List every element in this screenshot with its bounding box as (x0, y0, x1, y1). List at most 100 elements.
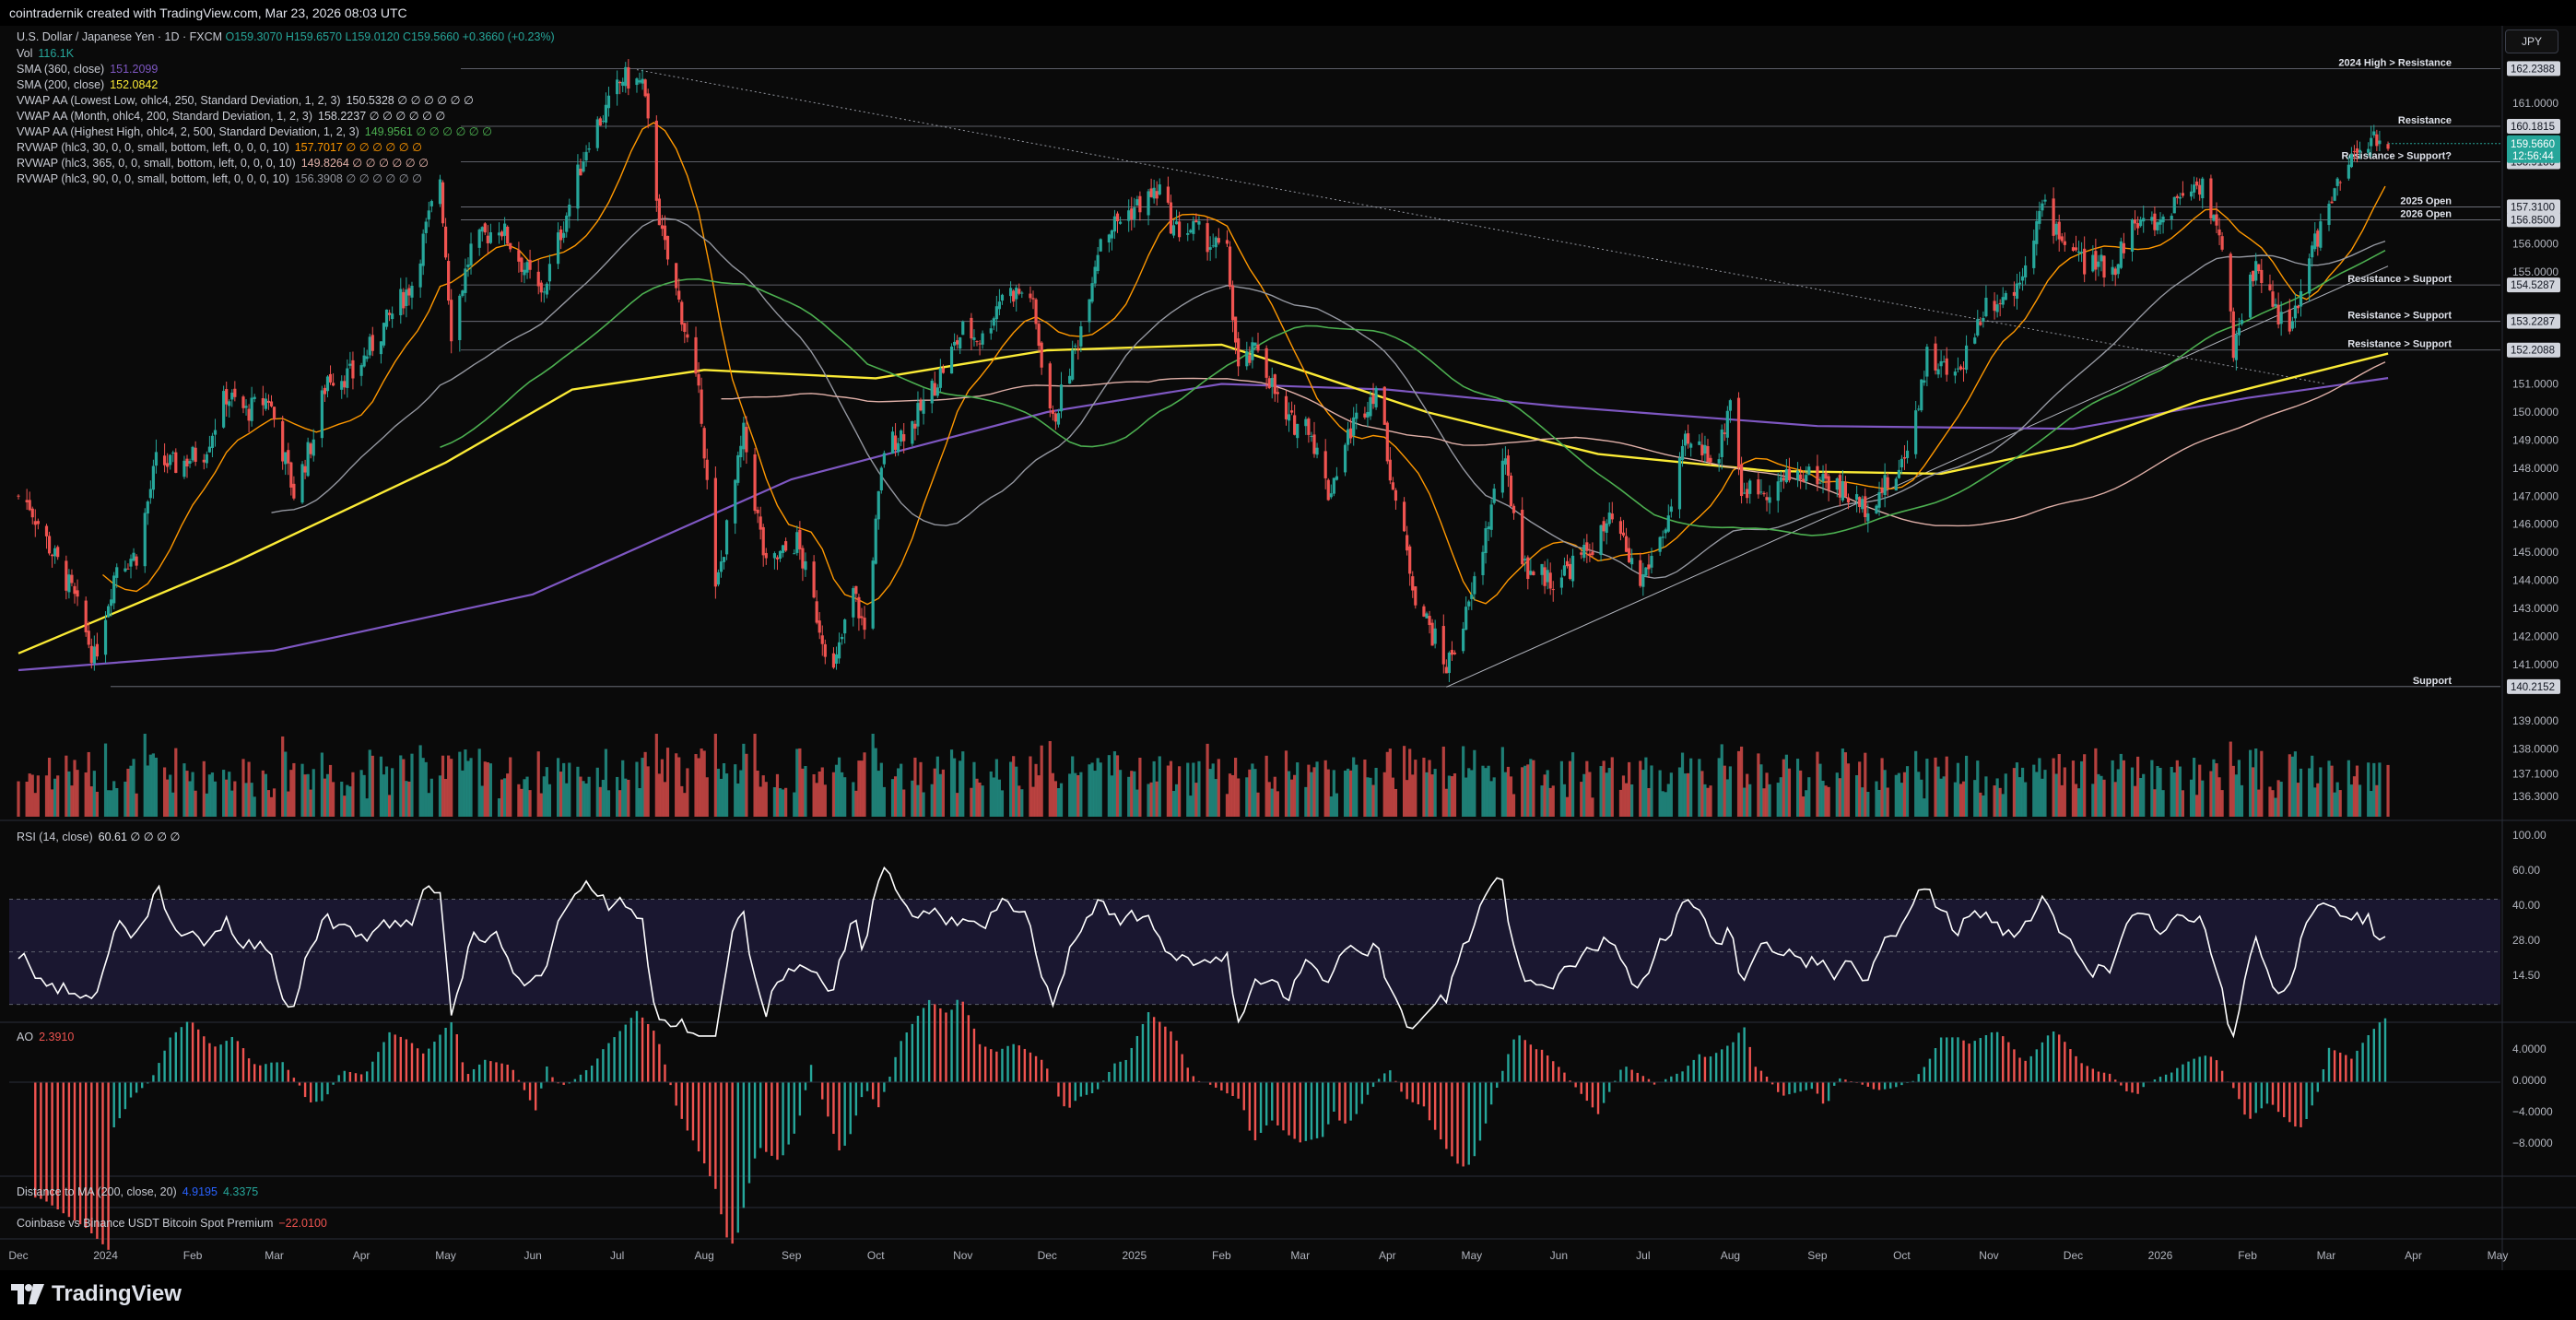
legend-indicator-row[interactable]: SMA (200, close) 152.0842 (17, 77, 158, 93)
legend-indicator-row[interactable]: SMA (360, close) 151.2099 (17, 62, 158, 77)
premium-legend[interactable]: Coinbase vs Binance USDT Bitcoin Spot Pr… (17, 1217, 327, 1230)
candle (2274, 303, 2277, 307)
volume-bar (410, 753, 414, 817)
ao-bar (1130, 1047, 1133, 1082)
volume-bar (724, 773, 729, 817)
ao-bar (416, 1048, 419, 1082)
ao-bar (1900, 1082, 1903, 1086)
chart-canvas[interactable]: 2024 High > ResistanceResistanceResistan… (0, 26, 2576, 1270)
volume-bar (1599, 766, 1603, 817)
candle (2032, 240, 2036, 268)
volume-bar (713, 734, 717, 817)
candle (627, 67, 630, 89)
candle (1433, 628, 1437, 644)
ao-bar (1108, 1071, 1111, 1082)
candle (1090, 283, 1094, 302)
volume-bar (1624, 783, 1629, 817)
ao-bar (596, 1058, 599, 1082)
ao-bar (439, 1034, 441, 1082)
candle (1746, 489, 1749, 499)
candle (1422, 606, 1426, 617)
ao-bar (2013, 1049, 2016, 1082)
legend-indicator-row[interactable]: Vol 116.1K (17, 46, 74, 62)
ao-bar (995, 1051, 998, 1082)
volume-bar (1433, 769, 1437, 817)
ao-bar (90, 1082, 93, 1234)
legend-indicator-row[interactable]: RVWAP (hlc3, 90, 0, 0, small, bottom, le… (17, 171, 422, 187)
candle (1428, 616, 1431, 626)
currency-button[interactable]: JPY (2505, 29, 2558, 53)
volume-bar (2063, 767, 2066, 817)
candle (719, 561, 723, 572)
volume-bar (559, 772, 563, 817)
ao-bar (1046, 1068, 1049, 1082)
legend-indicator-row[interactable]: RVWAP (hlc3, 365, 0, 0, small, bottom, l… (17, 156, 429, 171)
candle (994, 306, 998, 320)
volume-bar (464, 749, 467, 817)
candle (405, 289, 408, 306)
volume-bar (76, 770, 79, 817)
time-tick-label: Jul (610, 1249, 624, 1262)
candle (1500, 460, 1504, 493)
legend-indicator-row[interactable]: VWAP AA (Highest High, ohlc4, 2, 500, St… (17, 124, 492, 140)
volume-bar (1861, 787, 1864, 817)
volume-bar (1234, 758, 1238, 817)
ao-bar (1957, 1037, 1959, 1082)
candle (1523, 559, 1527, 561)
ao-tick-label: 4.0000 (2512, 1043, 2547, 1055)
ao-bar (348, 1071, 352, 1082)
ao-bar (2046, 1035, 2050, 1082)
candle (1037, 324, 1041, 347)
legend-indicator-row[interactable]: RVWAP (hlc3, 30, 0, 0, small, bottom, le… (17, 140, 422, 156)
candle (919, 400, 923, 411)
candle (1723, 432, 1726, 434)
candle (1799, 474, 1803, 479)
candle (2071, 247, 2076, 252)
volume-bar (2372, 762, 2376, 817)
candle (897, 442, 900, 453)
volume-bar (2178, 766, 2182, 817)
level-price-text: 153.2287 (2511, 317, 2555, 328)
ao-bar (1917, 1074, 1920, 1082)
ao-bar (939, 1008, 942, 1082)
volume-bar (2254, 748, 2258, 817)
legend-symbol-row[interactable]: U.S. Dollar / Japanese Yen · 1D · FXCM O… (17, 29, 555, 45)
candle (1717, 459, 1721, 464)
volume-bar (1406, 780, 1409, 817)
legend-indicator-row[interactable]: VWAP AA (Month, ohlc4, 200, Standard Dev… (17, 109, 445, 124)
volume-bar (1824, 785, 1828, 817)
volume-bar (171, 792, 175, 817)
candle (1484, 528, 1488, 554)
candle (480, 227, 484, 232)
ao-bar (2361, 1043, 2364, 1082)
candle (162, 455, 167, 466)
candle (233, 388, 237, 397)
ao-legend[interactable]: AO 2.3910 (17, 1031, 74, 1043)
ao-bar (1417, 1082, 1420, 1105)
candle (2080, 252, 2084, 253)
volume-bar (2347, 760, 2350, 817)
volume-bar (1917, 772, 1921, 817)
candle (764, 552, 768, 559)
candle (1394, 489, 1398, 501)
candle (387, 312, 392, 315)
candle (1228, 246, 1232, 288)
legend-indicator-row[interactable]: VWAP AA (Lowest Low, ohlc4, 250, Standar… (17, 93, 474, 109)
candle (25, 500, 29, 502)
candle (2178, 196, 2182, 199)
candle (716, 572, 721, 585)
tradingview-logo[interactable]: TradingView (11, 1281, 182, 1307)
ao-bar (782, 1082, 784, 1156)
ao-bar (129, 1082, 133, 1098)
candle (1189, 230, 1193, 233)
candle (1115, 213, 1120, 222)
candle (879, 467, 883, 491)
candle (1739, 464, 1744, 497)
candle (1936, 369, 1940, 375)
volume-bar (601, 780, 605, 817)
distance-legend[interactable]: Distance to MA (200, close, 20) 4.9195 4.3… (17, 1185, 258, 1198)
candle (545, 283, 548, 295)
candle (1076, 348, 1080, 350)
rsi-legend[interactable]: RSI (14, close) 60.61 ∅ ∅ ∅ ∅ (17, 830, 180, 843)
volume-bar (759, 786, 762, 817)
